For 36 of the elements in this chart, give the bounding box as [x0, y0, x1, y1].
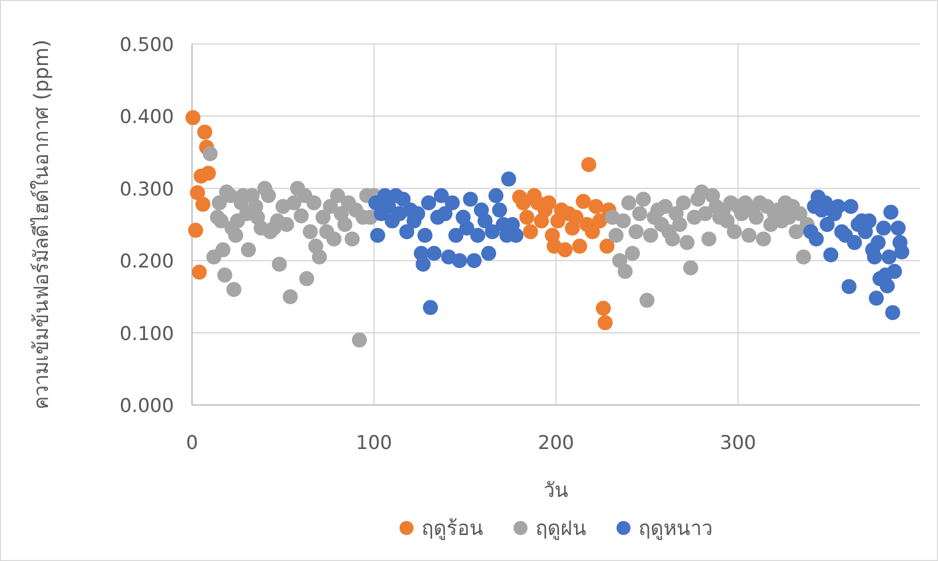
point: [581, 157, 596, 172]
legend-label: ฤดูหนาว: [638, 516, 712, 541]
point: [572, 238, 588, 254]
point: [568, 210, 584, 225]
legend-label: ฤดูร้อน: [422, 516, 484, 541]
y-tick-label: 0.200: [120, 250, 174, 273]
x-tick-label: 100: [356, 432, 392, 454]
point: [599, 238, 614, 254]
point: [584, 224, 600, 240]
point: [598, 315, 613, 330]
y-tick-label: 0.100: [120, 322, 174, 345]
x-tick-label: 300: [720, 432, 756, 454]
point: [596, 300, 611, 316]
point: [192, 264, 207, 280]
x-tick-label: 200: [538, 432, 574, 454]
point: [519, 210, 534, 225]
legend-label: ฤดูฝน: [536, 516, 586, 541]
point: [592, 213, 608, 228]
point: [558, 242, 573, 258]
point: [576, 194, 591, 209]
y-tick-label: 0.300: [120, 178, 174, 200]
x-axis-title: วัน: [544, 478, 568, 502]
point: [190, 185, 205, 200]
y-tick-label: 0.000: [120, 395, 174, 417]
y-axis-title: ความเข้มข้นฟอร์มัลดีไฮด์ในอากาศ (ppm): [29, 40, 53, 410]
point: [197, 124, 212, 140]
y-tick-label: 0.400: [120, 106, 174, 128]
point: [523, 224, 538, 240]
point: [195, 196, 210, 212]
y-tick-label: 0.500: [120, 34, 174, 56]
point: [200, 166, 216, 181]
point: [185, 110, 200, 126]
point: [588, 198, 604, 214]
x-tick-label: 0: [186, 432, 198, 454]
point: [541, 195, 556, 210]
point: [188, 222, 204, 238]
